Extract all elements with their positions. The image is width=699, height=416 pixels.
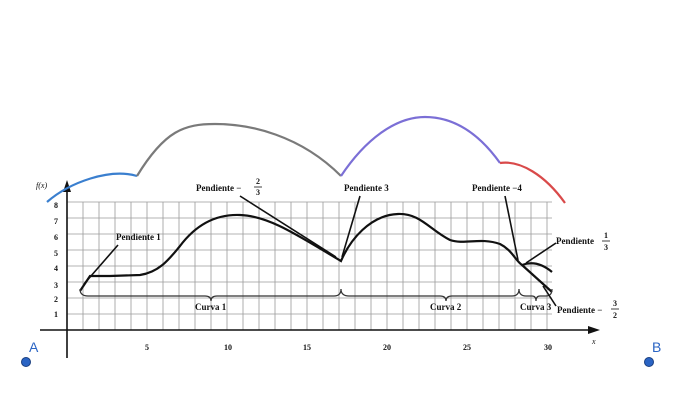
- x-tick-label: 25: [463, 343, 471, 352]
- x-tick-label: 5: [145, 343, 149, 352]
- fraction-denominator: 2: [613, 311, 617, 320]
- brace-curva-2: [340, 288, 520, 302]
- curve-label-1: Curva 1: [195, 302, 227, 312]
- x-tick-label: 30: [544, 343, 552, 352]
- leader-pendiente-3: [341, 195, 361, 258]
- annotation-pendiente-1-3: Pendiente 1 3: [556, 231, 610, 252]
- annotation-pendiente-neg-2-3: Pendiente − 2 3: [196, 177, 262, 197]
- y-tick-label: 3: [54, 281, 58, 290]
- overlay-arc-purple[interactable]: [340, 115, 501, 177]
- svg-text:Pendiente −: Pendiente −: [196, 183, 241, 193]
- annotation-pendiente-3: Pendiente 3: [344, 183, 389, 193]
- fraction-denominator: 3: [604, 243, 608, 252]
- x-axis-label: x: [591, 337, 596, 346]
- leader-pendiente-neg-2-3: [239, 195, 337, 258]
- grid: [67, 201, 552, 330]
- svg-text:Pendiente −: Pendiente −: [557, 305, 602, 315]
- curve-braces: [79, 288, 553, 302]
- annotation-pendiente-1: Pendiente 1: [116, 232, 161, 242]
- fraction-denominator: 3: [256, 188, 260, 197]
- x-axis-arrow: [588, 326, 600, 334]
- overlay-arc-gray[interactable]: [136, 122, 342, 177]
- point-b-label: B: [652, 339, 661, 355]
- leader-pendiente-1: [83, 244, 119, 285]
- x-tick-label: 10: [224, 343, 232, 352]
- y-tick-label: 6: [54, 233, 58, 242]
- axes: [40, 186, 592, 358]
- y-tick-label: 8: [54, 201, 58, 210]
- y-tick-label: 5: [54, 249, 58, 258]
- annotation-pendiente-neg-4: Pendiente −4: [472, 183, 522, 193]
- y-tick-label: 4: [54, 264, 58, 273]
- y-tick-label: 7: [54, 217, 58, 226]
- leader-pendiente-neg-4: [504, 195, 519, 261]
- fraction-numerator: 2: [256, 177, 260, 186]
- y-tick-label: 2: [54, 295, 58, 304]
- function-curve-tail: [521, 264, 553, 293]
- x-tick-label: 15: [303, 343, 311, 352]
- function-curve: [79, 212, 553, 292]
- brace-curva-1: [79, 288, 342, 302]
- overlay-arc-red[interactable]: [499, 161, 566, 204]
- point-a[interactable]: [21, 357, 31, 367]
- y-tick-label: 1: [54, 310, 58, 319]
- curve-label-3: Curva 3: [520, 302, 552, 312]
- svg-text:Pendiente: Pendiente: [556, 236, 594, 246]
- annotation-pendiente-neg-3-2: Pendiente − 3 2: [557, 299, 619, 320]
- overlay-arc-blue[interactable]: [46, 172, 138, 203]
- leader-pendiente-1-3: [525, 242, 557, 264]
- fraction-numerator: 1: [604, 231, 608, 240]
- annotation-leaders: [83, 195, 557, 307]
- curve-label-2: Curva 2: [430, 302, 462, 312]
- y-axis-label: f(x): [36, 181, 47, 190]
- fraction-numerator: 3: [613, 299, 617, 308]
- leader-pendiente-neg-3-2: [542, 285, 557, 307]
- point-a-label: A: [29, 339, 39, 355]
- point-b[interactable]: [644, 357, 654, 367]
- x-tick-label: 20: [383, 343, 391, 352]
